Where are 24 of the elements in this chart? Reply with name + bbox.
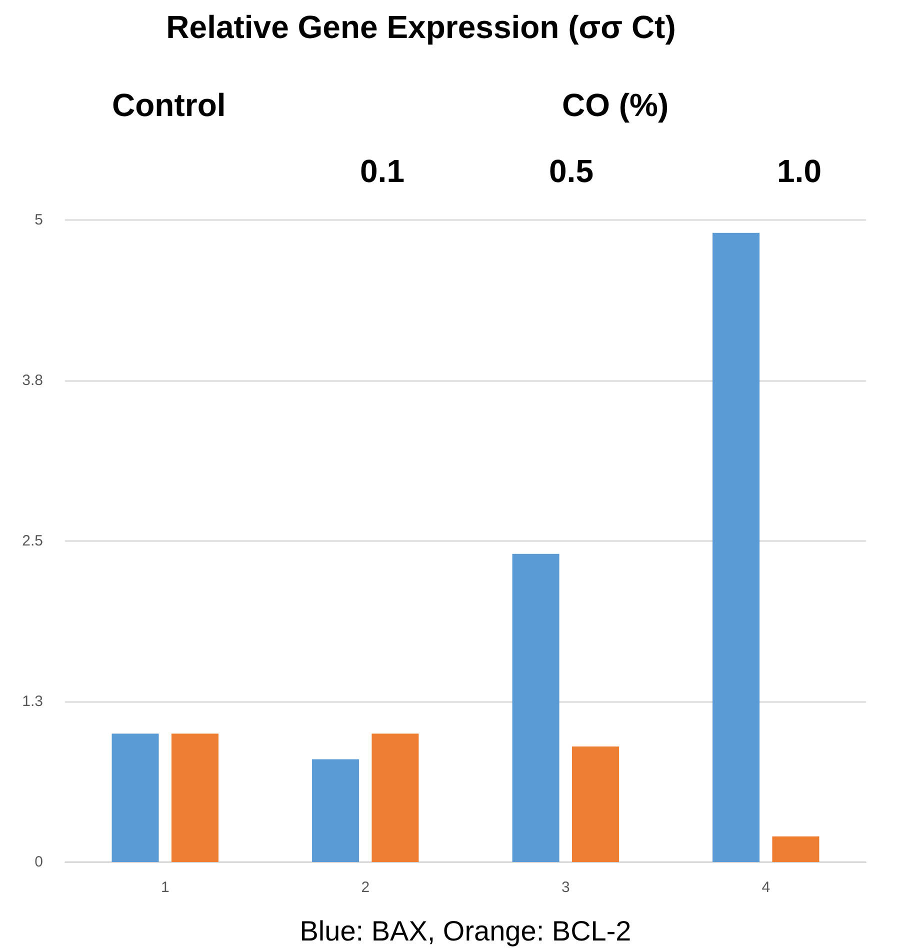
bar bbox=[312, 759, 360, 862]
bar bbox=[712, 232, 760, 862]
bar bbox=[512, 554, 560, 862]
x-tick-label: 3 bbox=[561, 879, 570, 896]
y-tick-label: 1.3 bbox=[22, 693, 43, 710]
bar bbox=[112, 734, 159, 862]
x-axis-title: Blue: BAX, Orange: BCL-2 bbox=[300, 916, 632, 946]
text: 0.1 bbox=[360, 153, 404, 189]
y-tick-label: 5 bbox=[34, 212, 43, 228]
bar bbox=[572, 746, 619, 862]
chart-title: Relative Gene Expression (σσ Ct) bbox=[166, 9, 676, 45]
y-tick-label: 2.5 bbox=[22, 532, 43, 550]
x-tick-label: 2 bbox=[361, 879, 370, 896]
bar bbox=[372, 734, 419, 862]
text: 1.0 bbox=[777, 153, 822, 189]
text: Control bbox=[112, 87, 226, 123]
bar bbox=[772, 836, 820, 862]
x-tick-label: 4 bbox=[762, 879, 770, 896]
text: 0.5 bbox=[549, 153, 594, 189]
x-tick-label: 1 bbox=[160, 879, 170, 896]
text: CO (%) bbox=[562, 87, 669, 123]
y-tick-label: 3.8 bbox=[22, 372, 43, 389]
y-tick-label: 0 bbox=[34, 854, 43, 870]
bar bbox=[171, 734, 218, 862]
